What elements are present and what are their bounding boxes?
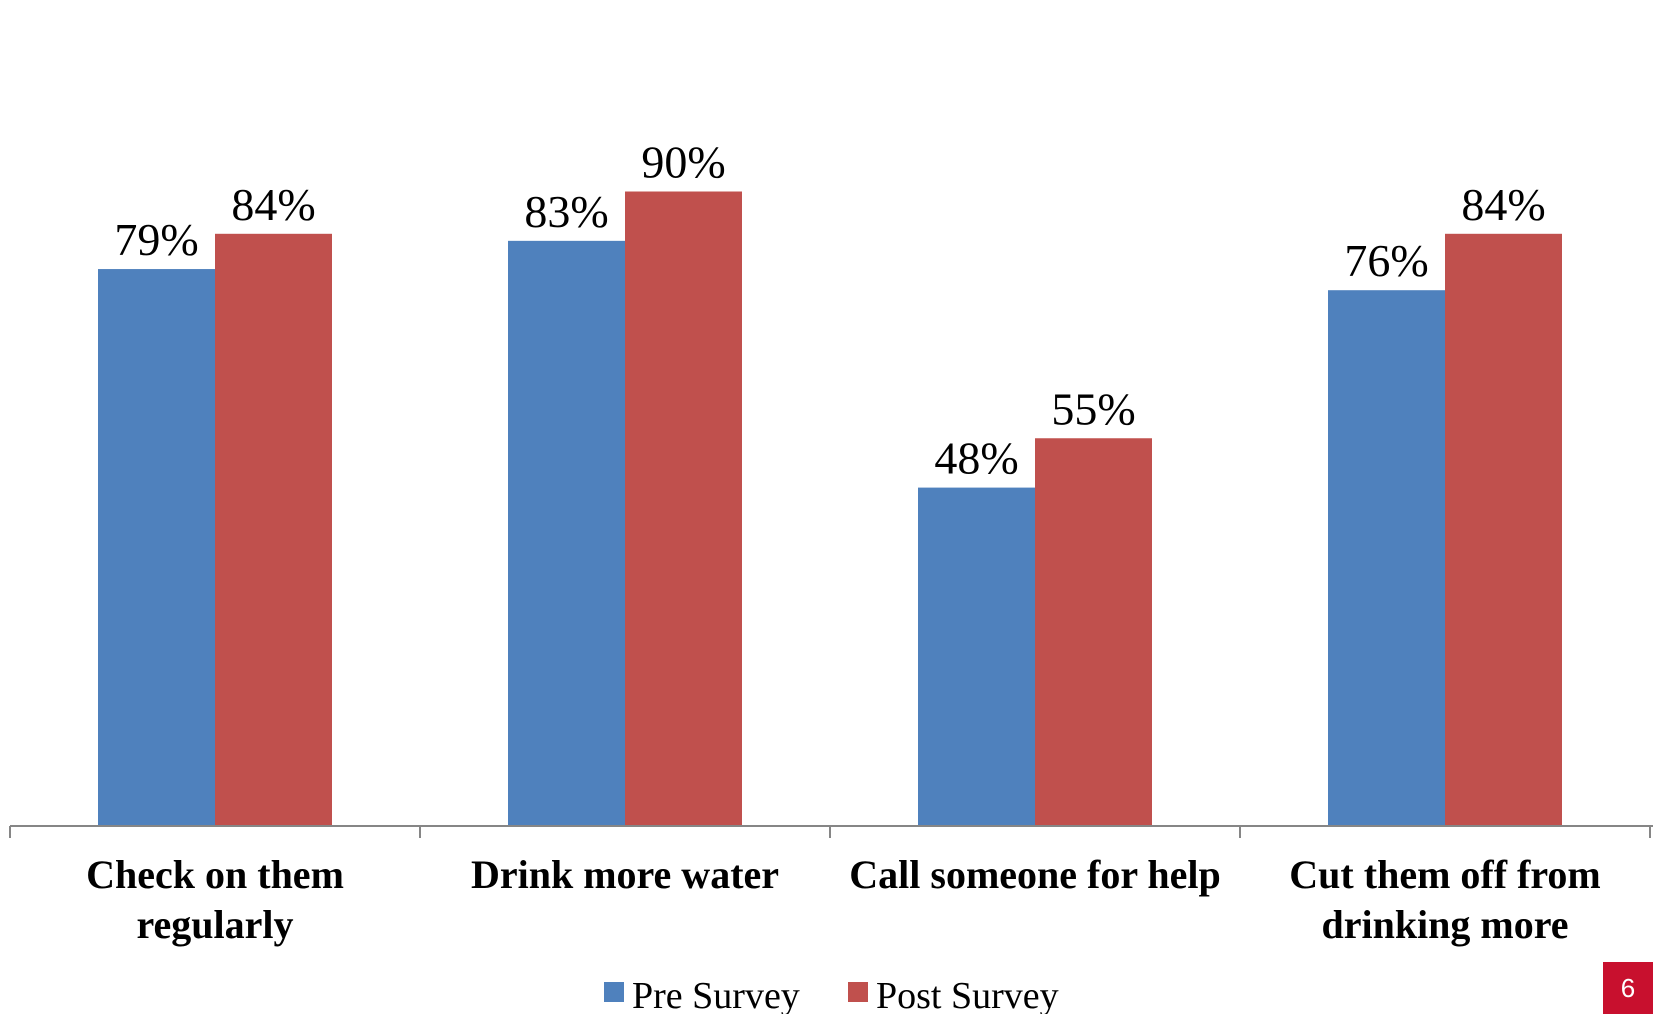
x-axis bbox=[9, 825, 1653, 838]
legend-swatch bbox=[848, 982, 868, 1002]
data-label: 90% bbox=[641, 137, 725, 188]
data-label: 76% bbox=[1344, 235, 1428, 286]
category-label-line: drinking more bbox=[1321, 902, 1568, 947]
bar-pre-survey bbox=[98, 269, 215, 826]
bar-post-survey bbox=[1035, 438, 1152, 826]
data-label: 84% bbox=[231, 179, 315, 230]
category-labels-layer: Check on them regularly Drink more water Ca… bbox=[86, 852, 1601, 947]
legend-swatch bbox=[604, 982, 624, 1002]
category-label-line: Drink more water bbox=[471, 852, 779, 897]
data-label: 48% bbox=[934, 433, 1018, 484]
category-label-line: Cut them off from bbox=[1289, 852, 1600, 897]
category-label-line: Check on them bbox=[86, 852, 344, 897]
category-label: Cut them off from drinking more bbox=[1289, 852, 1600, 947]
category-label-line: regularly bbox=[136, 902, 293, 947]
category-label: Drink more water bbox=[471, 852, 779, 897]
bar-pre-survey bbox=[918, 487, 1035, 826]
data-label: 83% bbox=[524, 186, 608, 237]
legend-label: Pre Survey bbox=[632, 975, 800, 1014]
data-label: 55% bbox=[1051, 383, 1135, 434]
bar-post-survey bbox=[1445, 233, 1562, 827]
bar-pre-survey bbox=[1328, 290, 1445, 826]
legend-label: Post Survey bbox=[876, 975, 1059, 1014]
category-label-line: Call someone for help bbox=[849, 852, 1220, 897]
category-label: Call someone for help bbox=[849, 852, 1220, 897]
bar-post-survey bbox=[625, 191, 742, 826]
data-labels-layer: 79% 84% 83% 90% 48% 55% 76% 84% bbox=[114, 137, 1545, 484]
category-label: Check on them regularly bbox=[86, 852, 344, 947]
bar-post-survey bbox=[215, 233, 332, 827]
legend: Pre Survey Post Survey bbox=[604, 975, 1059, 1014]
page-number-badge: 6 bbox=[1603, 962, 1653, 1014]
data-label: 84% bbox=[1461, 179, 1545, 230]
bar-pre-survey bbox=[508, 240, 625, 827]
bars-layer bbox=[98, 191, 1562, 827]
data-label: 79% bbox=[114, 214, 198, 265]
